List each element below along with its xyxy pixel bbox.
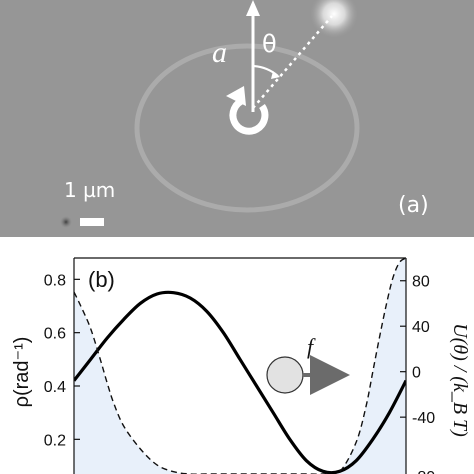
potential-shade-area: [74, 258, 406, 474]
scale-bar-label: 1 µm: [64, 178, 115, 202]
right-tick-label-partial: -80: [412, 469, 435, 474]
cell-outline: [134, 43, 360, 213]
right-axis-title: U(θ) / (k_B T): [449, 323, 471, 437]
left-axis-title: ρ(rad⁻¹): [11, 337, 33, 408]
theta-arc-arrowhead: [271, 71, 280, 79]
left-tick-label: 0.8: [44, 272, 66, 289]
rotation-arrow-icon: [229, 96, 269, 135]
right-tick-label: 0: [412, 365, 421, 382]
right-tick-label: 80: [412, 274, 430, 291]
scale-bar: [80, 218, 104, 226]
a-symbol: a: [212, 36, 227, 69]
right-axis-ticks: -40 0 40 80 -80: [400, 274, 435, 474]
panel-b-plot: 0.2 0.4 0.6 0.8 -40 0 40 80 -80 (b) ρ(rad⁻¹) U(…: [11, 257, 471, 474]
rotation-arrowhead: [226, 86, 246, 106]
micrograph-background: [0, 0, 474, 237]
reference-arrowhead: [246, 0, 260, 16]
right-tick-label: 40: [412, 319, 430, 336]
micrograph-vignette: [0, 0, 474, 237]
right-tick-label: -40: [412, 410, 435, 427]
left-axis-ticks: 0.2 0.4 0.6 0.8: [44, 272, 80, 449]
density-curve: [74, 290, 406, 474]
left-tick-label: 0.2: [44, 432, 66, 449]
force-symbol: f: [307, 334, 316, 359]
potential-shading: [74, 258, 406, 474]
panel-a-image: θ a 1 µm (a): [0, 0, 474, 237]
potential-curve: [74, 258, 406, 474]
bead-ball: [266, 356, 304, 394]
left-tick-label: 0.6: [44, 326, 66, 343]
dark-particle: [60, 216, 72, 228]
panel-a-label: (a): [398, 193, 429, 218]
plot-lines: [74, 258, 406, 474]
theta-symbol: θ: [262, 30, 277, 58]
left-tick-label: 0.4: [44, 379, 66, 396]
panel-b-label: (b): [88, 267, 115, 292]
